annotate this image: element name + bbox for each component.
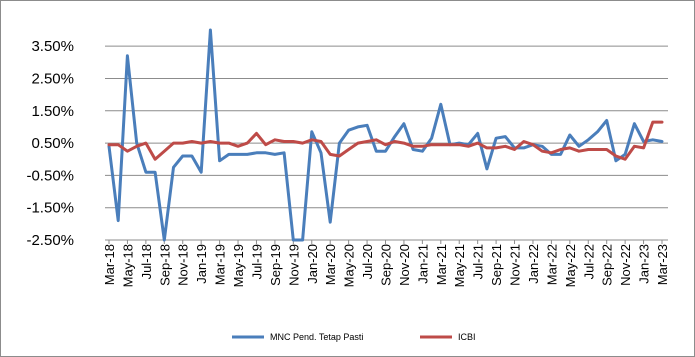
x-tick-label: Jan-23 [637, 244, 652, 284]
y-tick-label: -0.50% [26, 167, 74, 184]
y-axis-ticks: 3.50% 2.50% 1.50% 0.50% -0.50% -1.50% -2.50% [26, 38, 74, 249]
legend: MNC Pend. Tetap Pasti ICBI [232, 332, 476, 342]
y-tick-label: 1.50% [31, 103, 74, 120]
x-tick-label: Nov-18 [176, 244, 191, 286]
x-tick-label: Sep-21 [489, 244, 504, 286]
x-tick-label: Jul-18 [139, 244, 154, 279]
x-tick-label: Nov-20 [397, 244, 412, 286]
x-tick-label: Mar-18 [102, 244, 117, 285]
y-tick-label: -2.50% [26, 232, 74, 249]
x-tick-label: Mar-19 [213, 244, 228, 285]
x-tick-label: Mar-22 [544, 244, 559, 285]
x-tick-label: May-20 [342, 244, 357, 287]
x-tick-label: May-22 [563, 244, 578, 287]
series-line-mnc [107, 28, 664, 242]
legend-label-mnc: MNC Pend. Tetap Pasti [270, 332, 363, 342]
x-tick-label: Nov-21 [508, 244, 523, 286]
x-tick-label: Sep-19 [268, 244, 283, 286]
x-tick-label: Jan-21 [415, 244, 430, 284]
x-tick-label: Jan-22 [526, 244, 541, 284]
x-tick-label: Jul-19 [249, 244, 264, 279]
x-axis: Mar-18 May-18 Jul-18 Sep-18 Nov-18 Jan-19 Mar-… [102, 239, 670, 287]
series-lines [107, 28, 664, 242]
x-tick-label: May-21 [452, 244, 467, 287]
x-tick-label: Jul-22 [581, 244, 596, 279]
legend-label-icbi: ICBI [458, 332, 476, 342]
x-tick-label: May-18 [120, 244, 135, 287]
x-tick-label: Jul-20 [360, 244, 375, 279]
x-tick-label: Mar-21 [434, 244, 449, 285]
x-tick-label: May-19 [231, 244, 246, 287]
x-tick-label: Mar-23 [655, 244, 670, 285]
y-tick-label: 0.50% [31, 135, 74, 152]
x-tick-label: Jan-20 [305, 244, 320, 284]
y-tick-label: 3.50% [31, 38, 74, 55]
x-tick-label: Jul-21 [471, 244, 486, 279]
x-tick-label: Jan-19 [194, 244, 209, 284]
x-tick-label: Sep-22 [600, 244, 615, 286]
x-tick-label: Nov-19 [286, 244, 301, 286]
x-tick-label: Nov-22 [618, 244, 633, 286]
y-tick-label: 2.50% [31, 70, 74, 87]
x-tick-label: Sep-18 [157, 244, 172, 286]
x-tick-label: Sep-20 [379, 244, 394, 286]
x-tick-label: Mar-20 [323, 244, 338, 285]
y-tick-label: -1.50% [26, 200, 74, 217]
series-line-icbi [107, 120, 664, 161]
